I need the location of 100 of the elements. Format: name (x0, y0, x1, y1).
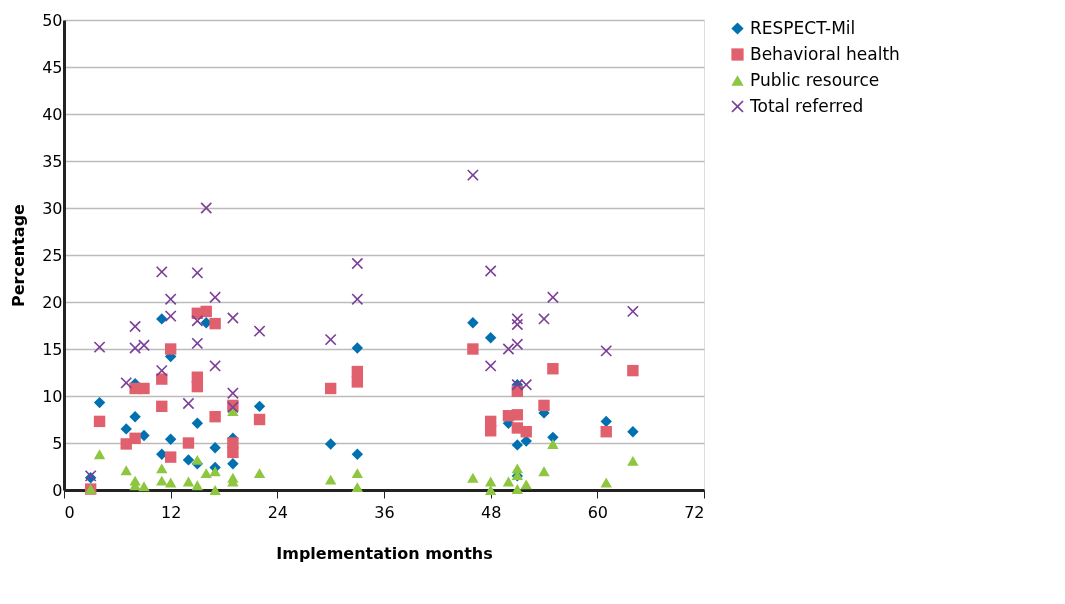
point (253, 413, 266, 426)
point (227, 312, 239, 324)
point (200, 305, 212, 318)
point (324, 382, 337, 395)
point (209, 360, 221, 372)
point (467, 472, 479, 483)
point (156, 400, 168, 413)
y-tick-label: 0 (52, 480, 63, 500)
point (138, 382, 150, 395)
point (156, 373, 168, 385)
point (351, 468, 364, 479)
x-tick-label: 12 (160, 502, 182, 522)
point (209, 317, 221, 330)
point (627, 455, 639, 466)
point (511, 409, 524, 421)
point (600, 426, 612, 438)
point (182, 437, 195, 449)
point (164, 433, 177, 445)
y-tick-label: 20 (42, 292, 63, 312)
point (253, 400, 266, 413)
point (484, 332, 497, 344)
point (511, 338, 524, 350)
point (538, 399, 550, 412)
x-tick-label: 36 (374, 502, 395, 522)
point (93, 449, 106, 460)
point (191, 454, 204, 465)
point (351, 342, 364, 354)
point (467, 343, 479, 355)
point (156, 463, 168, 474)
point (164, 343, 177, 355)
y-tick-label: 35 (42, 151, 63, 171)
point (547, 363, 559, 375)
point (627, 364, 639, 377)
x-tick-label: 24 (267, 502, 289, 522)
point (164, 451, 177, 463)
point (209, 485, 221, 495)
point (351, 482, 364, 493)
point (182, 454, 195, 466)
point (120, 377, 132, 389)
point (156, 266, 168, 278)
point (511, 439, 524, 451)
point (627, 426, 639, 438)
y-tick-label: 5 (52, 433, 63, 453)
point (200, 202, 212, 214)
point (156, 475, 168, 486)
point (138, 339, 150, 351)
point (520, 479, 532, 490)
point (547, 439, 559, 449)
point (191, 337, 204, 350)
legend-label: Public resource (750, 69, 880, 90)
y-tick-label: 10 (42, 386, 63, 406)
point (191, 417, 204, 429)
point (93, 396, 106, 409)
point (227, 387, 239, 399)
point (520, 426, 532, 438)
point (227, 457, 239, 470)
point (484, 485, 497, 495)
point (191, 380, 204, 393)
point (182, 397, 195, 410)
y-tick-label: 50 (42, 10, 63, 30)
point (129, 432, 141, 444)
x-tick-label: 60 (587, 502, 609, 522)
point (182, 476, 195, 487)
point (351, 376, 364, 388)
y-tick-label: 40 (42, 104, 63, 124)
point (324, 333, 337, 346)
point (138, 481, 150, 492)
point (227, 446, 239, 459)
legend-label: RESPECT-Mil (750, 17, 856, 38)
x-axis-title: Implementation months (276, 543, 493, 563)
point (511, 318, 524, 331)
point (156, 313, 168, 325)
point (129, 410, 141, 423)
point (209, 466, 221, 477)
point (351, 448, 364, 460)
point (467, 316, 479, 329)
point (324, 438, 337, 450)
legend-label: Behavioral health (750, 43, 900, 64)
point (209, 410, 221, 423)
point (253, 468, 266, 479)
point (538, 466, 550, 477)
x-tick-label: 72 (684, 502, 705, 522)
point (209, 442, 221, 454)
point (191, 480, 204, 491)
point (93, 415, 106, 428)
y-tick-label: 25 (42, 245, 63, 265)
point (600, 345, 612, 357)
point (502, 476, 515, 487)
legend-label: Total referred (749, 95, 864, 116)
y-axis-title: Percentage (9, 203, 29, 307)
point (200, 468, 212, 479)
point (484, 425, 497, 437)
point (120, 465, 132, 476)
y-tick-label: 30 (42, 198, 63, 218)
point (351, 257, 364, 270)
point (191, 315, 204, 327)
y-tick-label: 45 (42, 57, 63, 77)
y-tick-label: 15 (42, 339, 63, 359)
point (164, 477, 177, 488)
point (511, 484, 524, 494)
